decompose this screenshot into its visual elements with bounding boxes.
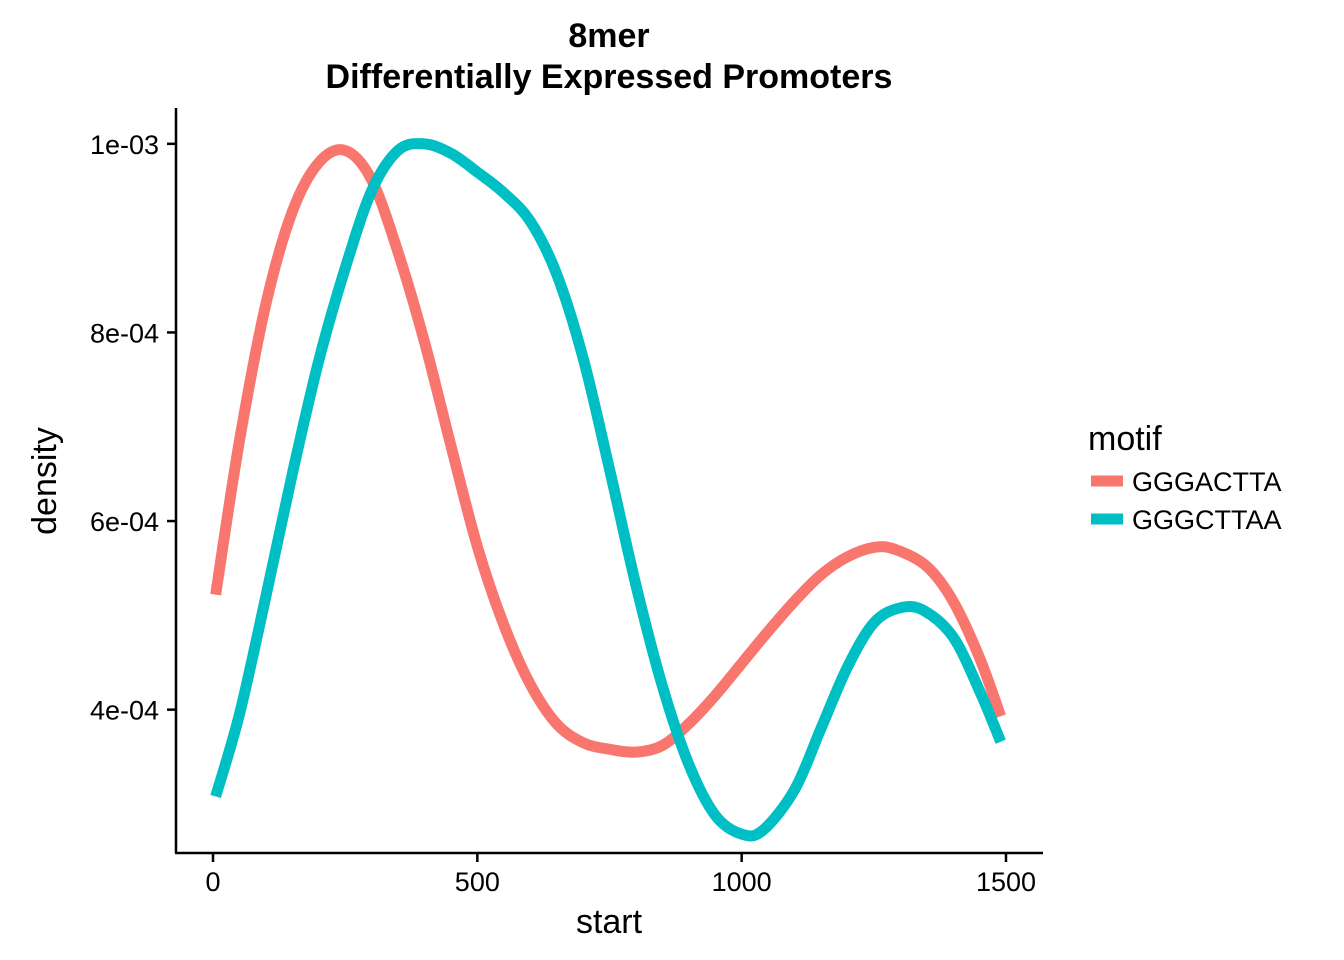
x-axis-title: start <box>576 903 643 941</box>
chart-title-line-1: 8mer <box>568 17 649 55</box>
y-tick-label: 6e-04 <box>90 507 159 537</box>
x-tick-label: 0 <box>205 867 220 897</box>
plot-area: 0 500 1000 1500 4e-04 6e-04 8e-04 1e-03 <box>90 108 1043 897</box>
x-tick-label: 500 <box>455 867 500 897</box>
series-layer <box>210 138 1006 842</box>
x-tick-label: 1000 <box>712 867 772 897</box>
y-tick-label: 8e-04 <box>90 318 159 348</box>
y-tick-label: 4e-04 <box>90 696 159 726</box>
series-line-gggactta <box>210 144 1006 758</box>
legend-items: GGGACTTA GGGCTTAA <box>1091 467 1282 535</box>
chart-title: 8mer Differentially Expressed Promoters <box>326 17 893 96</box>
y-axis-ticks: 4e-04 6e-04 8e-04 1e-03 <box>90 130 176 726</box>
legend-label-gggcttaa: GGGCTTAA <box>1132 505 1282 535</box>
legend-title: motif <box>1088 420 1162 458</box>
chart-title-line-2: Differentially Expressed Promoters <box>326 58 893 96</box>
series-line-gggcttaa <box>210 138 1006 842</box>
x-axis-ticks: 0 500 1000 1500 <box>205 853 1036 897</box>
x-tick-label: 1500 <box>976 867 1036 897</box>
y-axis-title: density <box>26 427 64 535</box>
y-tick-label: 1e-03 <box>90 130 159 160</box>
legend: motif GGGACTTA GGGCTTAA <box>1088 420 1282 535</box>
legend-label-gggactta: GGGACTTA <box>1132 467 1282 497</box>
